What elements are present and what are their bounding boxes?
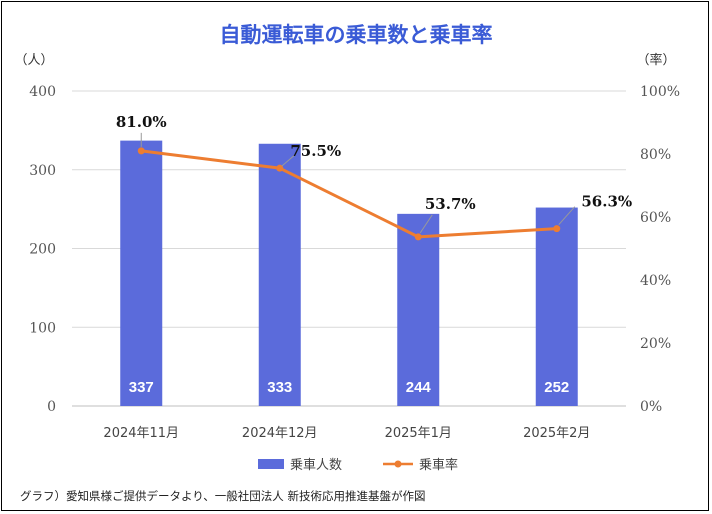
legend-bar-label: 乗車人数 <box>290 458 342 473</box>
right-tick-label: 20% <box>640 336 671 352</box>
bar <box>535 207 578 406</box>
legend-bar-swatch <box>258 459 284 469</box>
right-tick-label: 60% <box>640 210 671 226</box>
chart-title: 自動運転車の乗車数と乗車率 <box>220 23 493 47</box>
bar-value-label: 333 <box>267 379 292 396</box>
rate-value-label: 56.3% <box>581 193 632 211</box>
gridlines <box>72 90 626 407</box>
rate-leader-line <box>419 214 433 234</box>
left-tick-label: 100 <box>29 320 56 336</box>
x-tick-label: 2024年12月 <box>242 426 318 441</box>
rate-marker <box>414 233 422 241</box>
bar <box>397 213 440 406</box>
rate-leader-line <box>281 153 297 167</box>
x-tick-label: 2025年1月 <box>385 426 452 441</box>
left-axis-ticks: 0 100 200 300 400 <box>29 84 56 415</box>
rate-value-label: 53.7% <box>425 195 476 213</box>
rate-value-label: 81.0% <box>116 113 167 131</box>
source-note: グラフ）愛知県様ご提供データより、一般社団法人 新技術応用推進基盤が作図 <box>20 489 425 503</box>
x-tick-label: 2025年2月 <box>523 426 590 441</box>
left-axis-unit: （人） <box>14 53 53 68</box>
right-tick-label: 0% <box>640 399 662 415</box>
right-axis-ticks: 0% 20% 40% 60% 80% 100% <box>640 84 680 415</box>
rate-marker <box>276 164 284 172</box>
x-axis-ticks: 2024年11月 2024年12月 2025年1月 2025年2月 <box>103 426 590 441</box>
legend: 乗車人数 乗車率 <box>258 457 458 473</box>
right-tick-label: 80% <box>640 147 671 163</box>
bar-series: 337 333 244 252 <box>120 140 578 407</box>
right-axis-unit: （率） <box>636 52 675 68</box>
rate-value-label: 75.5% <box>290 142 341 160</box>
left-tick-label: 0 <box>47 399 56 415</box>
left-tick-label: 300 <box>29 163 56 179</box>
legend-line-label: 乗車率 <box>419 457 458 473</box>
right-tick-label: 40% <box>640 273 671 289</box>
right-tick-label: 100% <box>640 84 680 100</box>
bar-value-label: 244 <box>406 379 432 396</box>
legend-line-marker <box>394 460 402 468</box>
bar <box>258 143 301 406</box>
left-tick-label: 400 <box>29 84 56 100</box>
bar-value-label: 337 <box>129 379 154 396</box>
line-series: 81.0% 75.5% 53.7% 56.3% <box>116 113 632 241</box>
bar <box>120 140 163 407</box>
rate-marker <box>553 225 561 233</box>
left-tick-label: 200 <box>29 242 56 258</box>
rate-leader-line <box>558 206 576 225</box>
bar-value-label: 252 <box>544 379 569 396</box>
rate-marker <box>137 147 145 155</box>
rate-line <box>141 149 557 239</box>
x-tick-label: 2024年11月 <box>103 426 179 441</box>
